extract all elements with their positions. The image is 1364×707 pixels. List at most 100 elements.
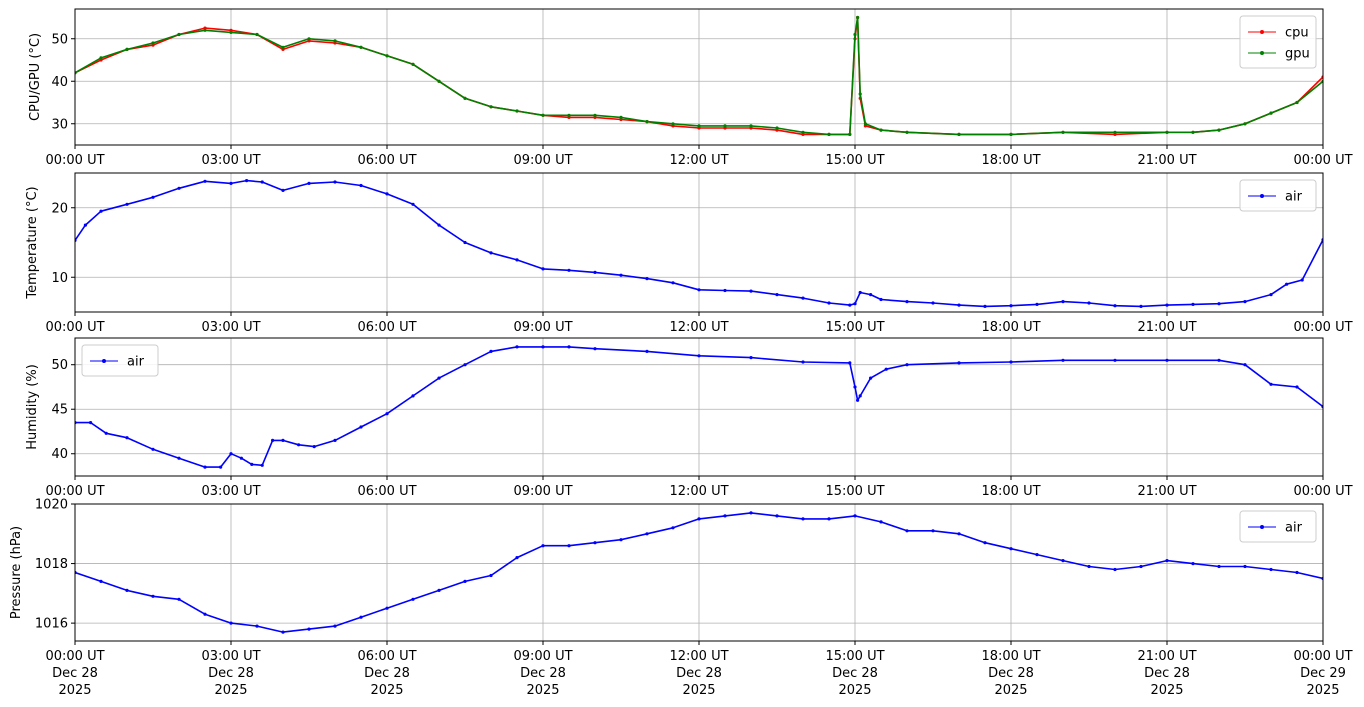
data-point (749, 356, 753, 360)
data-point (671, 122, 675, 126)
data-point (593, 113, 597, 117)
data-point (229, 452, 233, 456)
legend-label-air: air (127, 355, 145, 370)
legend: air (1239, 510, 1317, 543)
data-point (437, 79, 441, 83)
x-year-label: 2025 (214, 683, 247, 698)
data-point (1285, 282, 1289, 286)
data-point (723, 124, 727, 128)
data-point (1087, 301, 1091, 305)
legend: air (1239, 179, 1317, 212)
x-year-label: 2025 (838, 683, 871, 698)
data-point (645, 120, 649, 124)
x-date-label: Dec 28 (832, 666, 878, 681)
data-point (749, 289, 753, 293)
x-tick-label: 18:00 UT (981, 153, 1040, 168)
data-point (1087, 564, 1091, 569)
x-tick-label: 03:00 UT (201, 484, 260, 499)
data-point (697, 124, 701, 128)
data-point (1191, 302, 1195, 306)
data-point (671, 526, 675, 530)
data-point (869, 376, 873, 380)
data-point (1165, 358, 1169, 362)
data-point (858, 92, 862, 96)
series-air (75, 345, 1323, 469)
data-point (1035, 553, 1039, 557)
x-tick-label: 09:00 UT (513, 320, 572, 335)
data-point (359, 615, 363, 619)
data-point (848, 303, 852, 307)
data-point (931, 301, 935, 305)
y-tick-label: 45 (51, 403, 68, 418)
data-point (463, 240, 467, 245)
data-point (541, 544, 545, 548)
data-point (567, 345, 571, 349)
series-air (75, 179, 1323, 308)
data-point (104, 431, 108, 435)
data-point (1217, 128, 1221, 132)
data-point (1243, 300, 1247, 304)
data-point (879, 520, 883, 524)
data-point (125, 47, 129, 52)
y-tick-label: 40 (51, 447, 68, 462)
x-tick-label: 21:00 UT (1137, 153, 1196, 168)
data-point (1113, 130, 1117, 134)
data-point (1269, 293, 1273, 297)
data-point (541, 267, 545, 271)
data-point (645, 349, 649, 353)
data-point (515, 345, 519, 349)
data-point (229, 181, 233, 185)
data-point (749, 511, 753, 515)
x-tick-label: 00:00 UT (45, 484, 104, 499)
data-point (411, 62, 415, 66)
y-tick-label: 30 (51, 117, 68, 132)
data-point (645, 532, 649, 536)
legend-marker-gpu (1260, 51, 1264, 55)
data-point (567, 544, 571, 548)
data-point (385, 606, 389, 610)
data-point (1113, 358, 1117, 362)
x-tick-label: 00:00 UT (45, 320, 104, 335)
data-point (863, 122, 868, 126)
x-tick-label: 18:00 UT (981, 320, 1040, 335)
data-point (333, 624, 337, 628)
x-date-label: Dec 28 (520, 666, 566, 681)
data-point (255, 624, 259, 628)
legend-box (1239, 510, 1317, 543)
x-tick-label: 06:00 UT (357, 484, 416, 499)
data-point (671, 281, 675, 285)
x-tick-label: 06:00 UT (357, 649, 416, 664)
x-tick-label: 21:00 UT (1137, 484, 1196, 499)
y-axis-label: CPU/GPU (°C) (28, 33, 43, 121)
legend-marker-air (1260, 525, 1264, 529)
data-point (931, 529, 935, 533)
data-point (219, 465, 223, 469)
legend-marker-air (1260, 194, 1264, 198)
x-year-label: 2025 (526, 683, 559, 698)
legend-box (81, 344, 159, 377)
data-point (801, 517, 805, 521)
data-point (1269, 382, 1273, 386)
data-point (281, 188, 285, 192)
data-point (1269, 111, 1273, 115)
x-year-label: 2025 (682, 683, 715, 698)
data-point (856, 398, 860, 402)
series-air (75, 511, 1323, 634)
x-date-label: Dec 28 (52, 666, 98, 681)
data-point (359, 183, 363, 188)
x-tick-label: 15:00 UT (825, 153, 884, 168)
x-date-label: Dec 28 (364, 666, 410, 681)
legend-box (1239, 179, 1317, 212)
x-tick-label: 12:00 UT (669, 649, 728, 664)
data-point (1243, 564, 1247, 569)
x-tick-label: 00:00 UT (1293, 484, 1352, 499)
legend-marker-air (102, 359, 106, 363)
x-tick-label: 06:00 UT (357, 153, 416, 168)
data-point (307, 37, 311, 41)
data-point (307, 181, 311, 185)
x-tick-label: 12:00 UT (669, 153, 728, 168)
data-point (775, 293, 779, 297)
data-point (1061, 559, 1065, 563)
data-point (1165, 303, 1169, 307)
